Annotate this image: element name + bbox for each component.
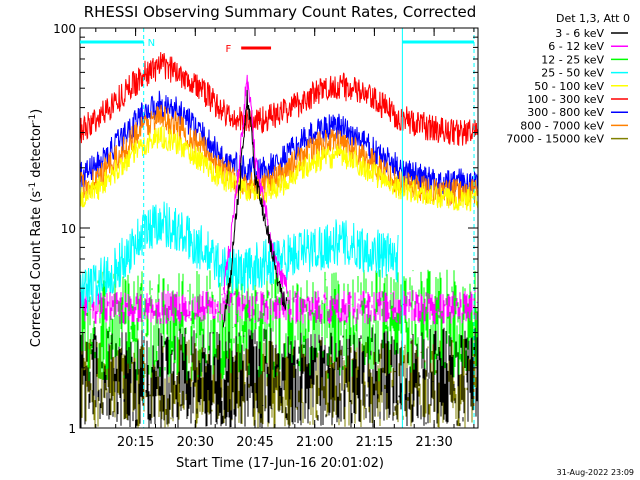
noise-band-2 <box>80 290 478 325</box>
x-tick-label: 21:30 <box>415 435 452 450</box>
footer-timestamp: 31-Aug-2022 23:09 <box>557 468 634 477</box>
series-line <box>222 89 288 328</box>
series-line <box>80 201 399 313</box>
series-6 <box>222 89 288 328</box>
legend-label: 3 - 6 keV <box>555 27 604 40</box>
series-line <box>80 52 478 146</box>
y-tick-label: 1 <box>68 422 76 436</box>
series-4 <box>80 201 399 313</box>
noise-band-path <box>80 290 478 325</box>
annotation-2: F <box>225 44 272 55</box>
legend-title: Det 1,3, Att 0 <box>556 12 630 25</box>
annotation-0: N <box>80 38 155 49</box>
series-3 <box>80 125 478 212</box>
annotation-label: N <box>148 38 155 49</box>
y-tick-label: 10 <box>61 222 76 236</box>
x-tick-label: 21:00 <box>296 435 333 450</box>
series-line <box>222 74 288 295</box>
series-5 <box>222 74 288 295</box>
x-tick-label: 20:45 <box>236 435 273 450</box>
chart-title: RHESSI Observing Summary Count Rates, Co… <box>84 3 477 21</box>
x-tick-label: 20:15 <box>117 435 154 450</box>
legend-label: 25 - 50 keV <box>541 67 604 80</box>
legend-label: 300 - 800 keV <box>527 106 604 119</box>
legend-label: 7000 - 15000 keV <box>506 133 604 146</box>
legend-label: 50 - 100 keV <box>534 80 604 93</box>
series-0 <box>80 52 478 146</box>
annotation-label: F <box>225 44 231 55</box>
x-tick-label: 21:15 <box>356 435 393 450</box>
y-axis-label: Corrected Count Rate (s-1 detector-1) <box>28 109 44 347</box>
series-line <box>80 125 478 212</box>
y-tick-label: 100 <box>53 22 76 36</box>
legend-label: 12 - 25 keV <box>541 53 604 66</box>
series-2 <box>80 104 478 207</box>
x-tick-label: 20:30 <box>177 435 214 450</box>
legend-label: 6 - 12 keV <box>548 40 604 53</box>
legend-label: 100 - 300 keV <box>527 93 604 106</box>
x-axis-label: Start Time (17-Jun-16 20:01:02) <box>176 456 384 471</box>
legend-label: 800 - 7000 keV <box>520 119 604 132</box>
noise-band-3 <box>80 327 478 428</box>
series-line <box>80 104 478 207</box>
noise-band-path <box>80 327 478 428</box>
